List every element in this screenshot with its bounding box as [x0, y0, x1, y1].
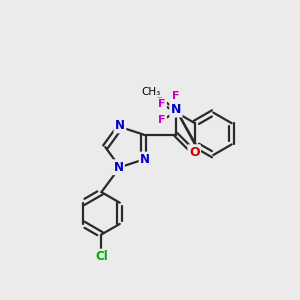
Text: F: F [172, 91, 180, 101]
Text: O: O [189, 146, 200, 159]
Text: F: F [158, 115, 166, 125]
Text: N: N [115, 119, 125, 132]
Text: F: F [158, 99, 166, 109]
Text: Cl: Cl [95, 250, 108, 263]
Text: CH₃: CH₃ [141, 87, 160, 97]
Text: N: N [171, 103, 181, 116]
Text: N: N [140, 153, 150, 166]
Text: N: N [113, 161, 123, 174]
